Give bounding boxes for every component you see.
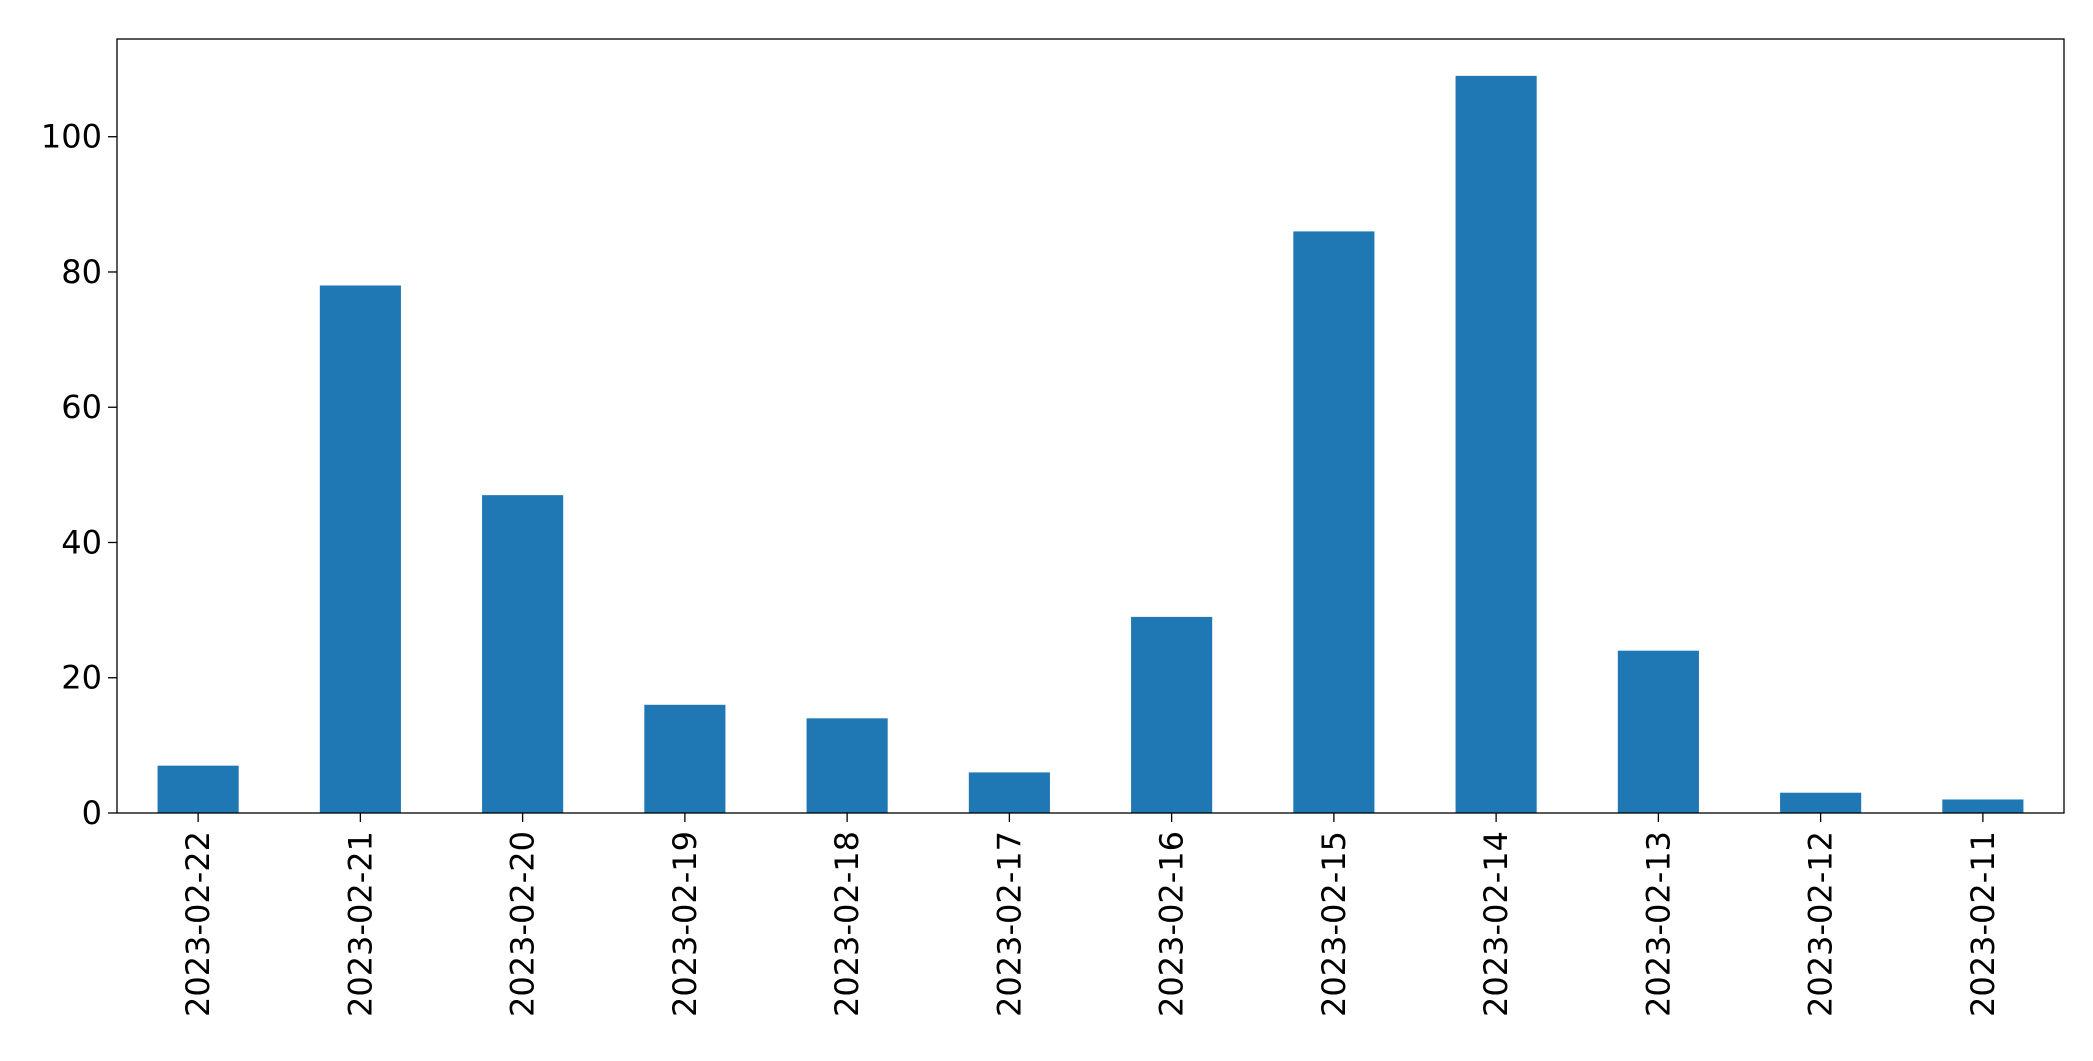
bar xyxy=(1455,75,1537,814)
x-tick-label: 2023-02-12 xyxy=(1802,831,1840,1017)
y-tick-label: 40 xyxy=(61,523,102,561)
x-tick-label: 2023-02-17 xyxy=(990,831,1028,1017)
y-tick-label: 100 xyxy=(41,118,102,156)
x-tick-label: 2023-02-11 xyxy=(1964,831,2002,1017)
bar xyxy=(806,718,888,813)
y-tick-label: 20 xyxy=(61,659,102,697)
bar xyxy=(968,772,1050,813)
y-tick-label: 60 xyxy=(61,388,102,426)
x-tick-label: 2023-02-21 xyxy=(341,831,379,1017)
bar xyxy=(319,285,401,813)
bar xyxy=(1780,792,1862,813)
x-tick-label: 2023-02-14 xyxy=(1477,831,1515,1017)
bar xyxy=(1131,616,1213,813)
x-tick-label: 2023-02-22 xyxy=(179,831,217,1017)
x-tick-label: 2023-02-18 xyxy=(828,831,866,1017)
x-tick-label: 2023-02-20 xyxy=(504,831,542,1017)
bar xyxy=(157,765,239,813)
bar xyxy=(1617,650,1699,813)
bar xyxy=(482,495,564,813)
x-tick-label: 2023-02-16 xyxy=(1153,831,1191,1017)
x-tick-label: 2023-02-13 xyxy=(1639,831,1677,1017)
bar xyxy=(1942,799,2024,813)
bar xyxy=(1293,231,1375,813)
x-tick-label: 2023-02-15 xyxy=(1315,831,1353,1017)
x-tick-label: 2023-02-19 xyxy=(666,831,704,1017)
y-tick-label: 0 xyxy=(82,794,102,832)
plot-frame xyxy=(116,38,2065,814)
y-tick-label: 80 xyxy=(61,253,102,291)
bar xyxy=(644,704,726,813)
